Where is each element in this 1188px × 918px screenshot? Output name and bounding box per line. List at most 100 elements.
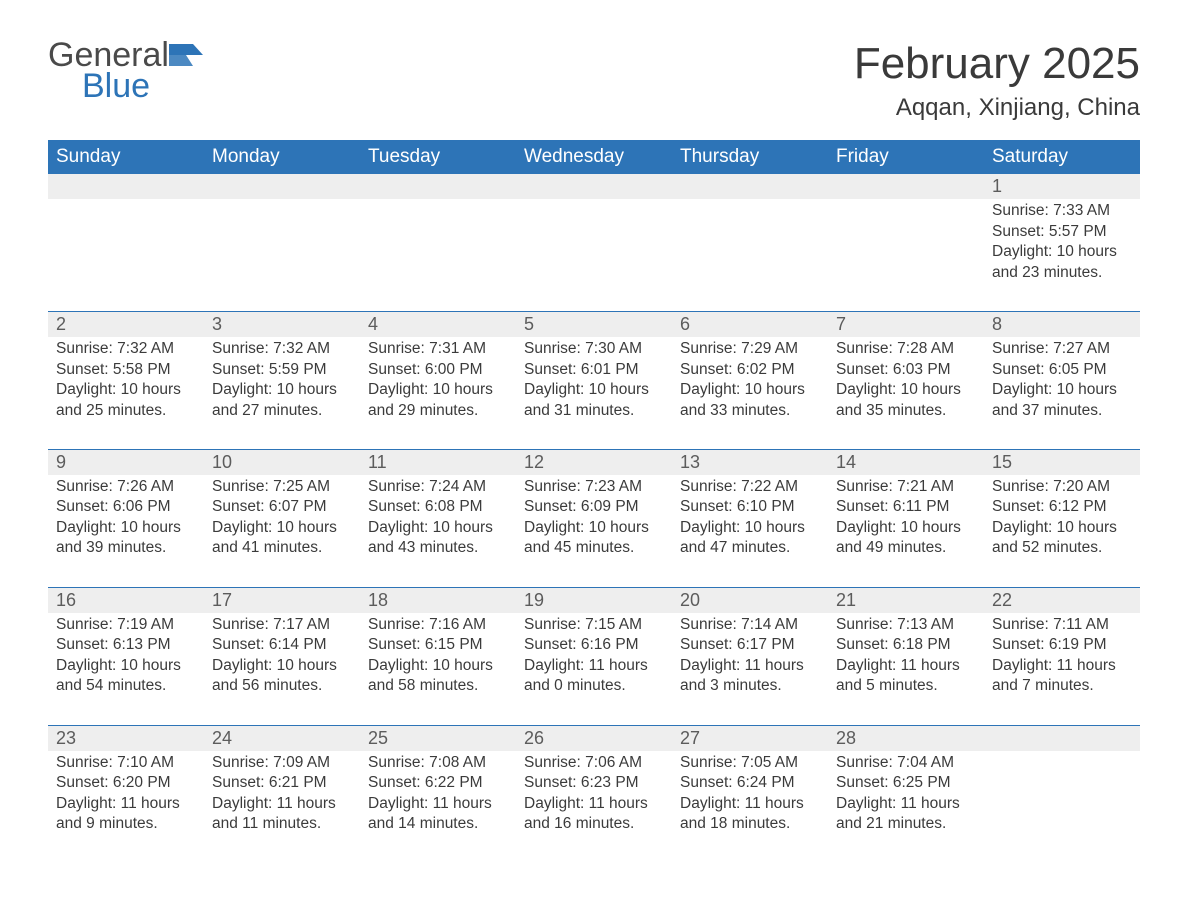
day-cell xyxy=(48,199,204,311)
day-num xyxy=(48,174,204,199)
daylight-2: and 45 minutes. xyxy=(524,538,664,558)
day-num: 23 xyxy=(48,725,204,751)
daylight-2: and 9 minutes. xyxy=(56,814,196,834)
week-row-nums: 2 3 4 5 6 7 8 xyxy=(48,312,1140,338)
daylight-1: Daylight: 10 hours xyxy=(836,380,976,400)
day-cell: Sunrise: 7:04 AMSunset: 6:25 PMDaylight:… xyxy=(828,751,984,845)
day-num: 5 xyxy=(516,312,672,338)
day-cell: Sunrise: 7:16 AMSunset: 6:15 PMDaylight:… xyxy=(360,613,516,725)
day-cell: Sunrise: 7:26 AMSunset: 6:06 PMDaylight:… xyxy=(48,475,204,587)
day-num: 8 xyxy=(984,312,1140,338)
week-row-body: Sunrise: 7:19 AMSunset: 6:13 PM Daylight:… xyxy=(48,613,1140,725)
day-num: 22 xyxy=(984,587,1140,613)
day-num: 20 xyxy=(672,587,828,613)
sunrise: Sunrise: 7:21 AM xyxy=(836,477,976,497)
calendar-table: Sunday Monday Tuesday Wednesday Thursday… xyxy=(48,140,1140,844)
day-cell: Sunrise: 7:29 AMSunset: 6:02 PMDaylight:… xyxy=(672,337,828,449)
day-cell: Sunrise: 7:22 AMSunset: 6:10 PMDaylight:… xyxy=(672,475,828,587)
logo-blue: Blue xyxy=(82,71,169,102)
day-num: 25 xyxy=(360,725,516,751)
day-num xyxy=(984,725,1140,751)
day-cell: Sunrise: 7:10 AMSunset: 6:20 PMDaylight:… xyxy=(48,751,204,845)
day-cell xyxy=(672,199,828,311)
day-cell: Sunrise: 7:17 AMSunset: 6:14 PMDaylight:… xyxy=(204,613,360,725)
daylight-1: Daylight: 11 hours xyxy=(680,656,820,676)
day-num: 19 xyxy=(516,587,672,613)
day-num: 7 xyxy=(828,312,984,338)
daylight-1: Daylight: 10 hours xyxy=(56,380,196,400)
sunrise: Sunrise: 7:27 AM xyxy=(992,339,1132,359)
sunset: Sunset: 6:24 PM xyxy=(680,773,820,793)
day-num: 16 xyxy=(48,587,204,613)
daylight-1: Daylight: 10 hours xyxy=(212,656,352,676)
day-cell: Sunrise: 7:30 AMSunset: 6:01 PMDaylight:… xyxy=(516,337,672,449)
sunrise: Sunrise: 7:11 AM xyxy=(992,615,1132,635)
daylight-2: and 58 minutes. xyxy=(368,676,508,696)
daylight-1: Daylight: 10 hours xyxy=(212,518,352,538)
daylight-1: Daylight: 11 hours xyxy=(836,794,976,814)
sunrise: Sunrise: 7:13 AM xyxy=(836,615,976,635)
sunrise: Sunrise: 7:19 AM xyxy=(56,615,196,635)
daylight-2: and 7 minutes. xyxy=(992,676,1132,696)
day-num: 4 xyxy=(360,312,516,338)
day-cell: Sunrise: 7:23 AMSunset: 6:09 PMDaylight:… xyxy=(516,475,672,587)
daylight-1: Daylight: 11 hours xyxy=(680,794,820,814)
day-num: 18 xyxy=(360,587,516,613)
daylight-1: Daylight: 10 hours xyxy=(836,518,976,538)
sunrise: Sunrise: 7:05 AM xyxy=(680,753,820,773)
day-cell: Sunrise: 7:32 AMSunset: 5:58 PMDaylight:… xyxy=(48,337,204,449)
sunset: Sunset: 6:01 PM xyxy=(524,360,664,380)
day-num xyxy=(204,174,360,199)
day-cell: Sunrise: 7:11 AMSunset: 6:19 PMDaylight:… xyxy=(984,613,1140,725)
sunrise: Sunrise: 7:15 AM xyxy=(524,615,664,635)
daylight-1: Daylight: 10 hours xyxy=(56,518,196,538)
daylight-1: Daylight: 10 hours xyxy=(524,518,664,538)
flag-icon xyxy=(169,44,203,66)
dow-monday: Monday xyxy=(204,140,360,174)
dow-wednesday: Wednesday xyxy=(516,140,672,174)
sunset: Sunset: 6:06 PM xyxy=(56,497,196,517)
daylight-2: and 16 minutes. xyxy=(524,814,664,834)
daylight-2: and 47 minutes. xyxy=(680,538,820,558)
sunset: Sunset: 6:13 PM xyxy=(56,635,196,655)
day-num: 14 xyxy=(828,450,984,476)
sunrise: Sunrise: 7:17 AM xyxy=(212,615,352,635)
sunrise: Sunrise: 7:32 AM xyxy=(56,339,196,359)
daylight-2: and 49 minutes. xyxy=(836,538,976,558)
day-num: 12 xyxy=(516,450,672,476)
sunset: Sunset: 6:23 PM xyxy=(524,773,664,793)
daylight-2: and 3 minutes. xyxy=(680,676,820,696)
sunrise: Sunrise: 7:08 AM xyxy=(368,753,508,773)
day-cell: Sunrise: 7:27 AMSunset: 6:05 PMDaylight:… xyxy=(984,337,1140,449)
sunrise: Sunrise: 7:31 AM xyxy=(368,339,508,359)
daylight-2: and 21 minutes. xyxy=(836,814,976,834)
sunrise: Sunrise: 7:20 AM xyxy=(992,477,1132,497)
day-num: 17 xyxy=(204,587,360,613)
sunset: Sunset: 6:25 PM xyxy=(836,773,976,793)
sunrise: Sunrise: 7:33 AM xyxy=(992,201,1132,221)
daylight-1: Daylight: 11 hours xyxy=(992,656,1132,676)
day-num: 6 xyxy=(672,312,828,338)
day-cell: Sunrise: 7:25 AMSunset: 6:07 PMDaylight:… xyxy=(204,475,360,587)
day-num xyxy=(672,174,828,199)
daylight-2: and 33 minutes. xyxy=(680,401,820,421)
sunrise: Sunrise: 7:09 AM xyxy=(212,753,352,773)
sunrise: Sunrise: 7:28 AM xyxy=(836,339,976,359)
week-row-nums: 1 xyxy=(48,174,1140,199)
week-row-body: Sunrise: 7:33 AM Sunset: 5:57 PM Dayligh… xyxy=(48,199,1140,311)
week-row-nums: 9 10 11 12 13 14 15 xyxy=(48,450,1140,476)
daylight-2: and 29 minutes. xyxy=(368,401,508,421)
daylight-2: and 43 minutes. xyxy=(368,538,508,558)
logo: General Blue xyxy=(48,40,203,101)
header: General Blue February 2025 Aqqan, Xinjia… xyxy=(48,40,1140,122)
daylight-2: and 56 minutes. xyxy=(212,676,352,696)
sunset: Sunset: 5:59 PM xyxy=(212,360,352,380)
page: General Blue February 2025 Aqqan, Xinjia… xyxy=(0,0,1188,874)
day-cell xyxy=(828,199,984,311)
daylight-2: and 18 minutes. xyxy=(680,814,820,834)
sunset: Sunset: 6:19 PM xyxy=(992,635,1132,655)
sunrise: Sunrise: 7:29 AM xyxy=(680,339,820,359)
day-cell: Sunrise: 7:08 AMSunset: 6:22 PMDaylight:… xyxy=(360,751,516,845)
daylight-2: and 5 minutes. xyxy=(836,676,976,696)
week-row-body: Sunrise: 7:10 AMSunset: 6:20 PMDaylight:… xyxy=(48,751,1140,845)
